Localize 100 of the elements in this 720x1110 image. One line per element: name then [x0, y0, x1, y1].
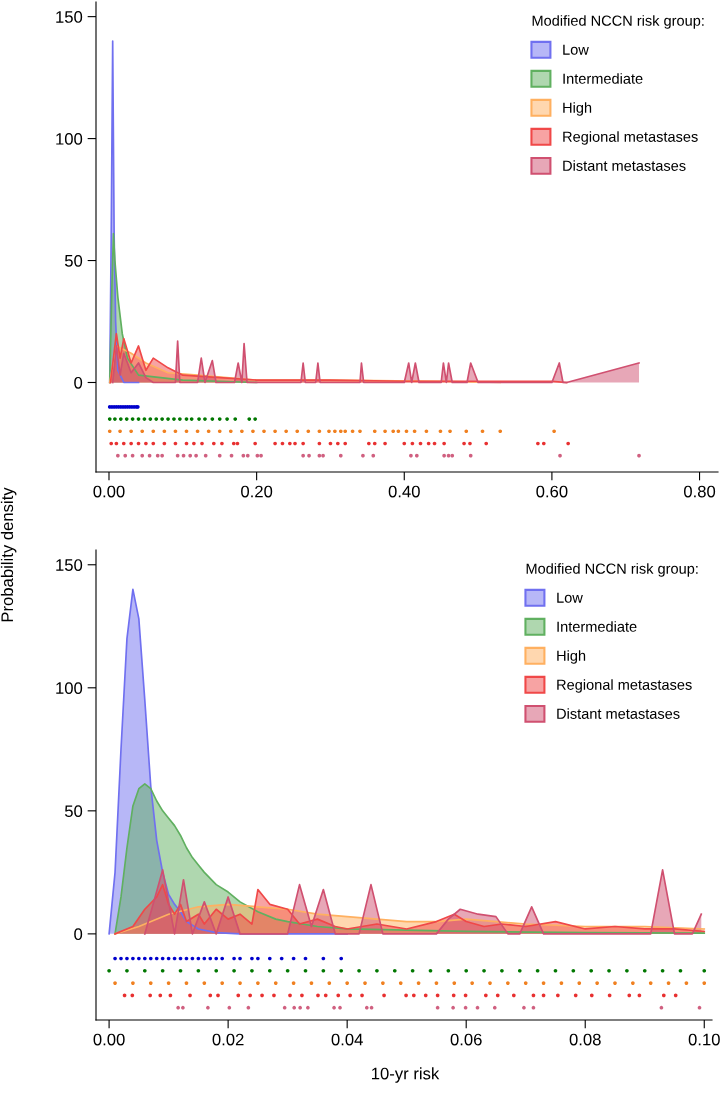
point — [196, 968, 201, 973]
point — [118, 417, 123, 421]
legend-label: Distant metastases — [563, 160, 686, 171]
point — [113, 417, 117, 421]
point — [323, 993, 328, 998]
point — [140, 429, 145, 434]
point — [462, 441, 466, 446]
point — [451, 993, 456, 998]
point — [247, 417, 252, 421]
point — [160, 417, 164, 421]
point — [383, 441, 387, 446]
point — [500, 968, 504, 973]
point — [284, 429, 288, 434]
legend-label: High — [557, 650, 586, 664]
point — [559, 981, 564, 985]
point — [130, 993, 135, 998]
point — [307, 453, 311, 458]
point — [411, 993, 416, 998]
point — [232, 956, 236, 961]
point — [129, 429, 133, 434]
point — [434, 981, 439, 985]
point — [398, 981, 403, 985]
point — [375, 968, 379, 973]
point — [298, 1005, 302, 1010]
point — [392, 968, 397, 973]
x-tick-label: 0.00 — [93, 1033, 125, 1046]
point — [131, 956, 135, 961]
point — [335, 441, 340, 446]
point — [684, 981, 689, 985]
point — [253, 441, 257, 446]
point — [189, 417, 194, 421]
point — [206, 429, 211, 434]
point — [482, 968, 486, 973]
point — [188, 453, 193, 458]
point — [303, 968, 308, 973]
point — [339, 968, 344, 973]
point — [137, 956, 141, 961]
point — [256, 981, 260, 985]
point — [556, 993, 560, 998]
point — [154, 417, 159, 421]
point — [144, 441, 148, 446]
x-tick-label: 0.06 — [450, 1033, 482, 1046]
point — [666, 981, 671, 985]
point — [336, 993, 341, 998]
point — [364, 1005, 369, 1010]
point — [332, 1005, 336, 1010]
point — [484, 441, 489, 446]
point — [382, 993, 386, 998]
y-tick-label: 50 — [64, 254, 83, 267]
point — [558, 453, 562, 458]
point — [125, 956, 129, 961]
point — [273, 441, 277, 446]
point — [288, 441, 292, 446]
point — [288, 993, 292, 998]
point — [372, 429, 377, 434]
point — [589, 993, 594, 998]
point — [659, 1005, 664, 1010]
point — [211, 441, 216, 446]
point — [113, 956, 117, 961]
point — [240, 429, 244, 434]
y-tick-label: 50 — [64, 805, 83, 818]
point — [363, 981, 367, 985]
point — [464, 968, 469, 973]
point — [522, 1005, 526, 1010]
point — [154, 956, 159, 961]
point — [259, 453, 263, 458]
point — [217, 453, 222, 458]
point — [321, 453, 325, 458]
point — [260, 993, 264, 998]
point — [248, 993, 252, 998]
point — [136, 417, 141, 421]
point — [238, 981, 242, 985]
point — [523, 981, 528, 985]
point — [228, 429, 233, 434]
point — [172, 417, 176, 421]
point — [309, 981, 314, 985]
point — [571, 968, 576, 973]
point — [317, 429, 322, 434]
y-tick-label: 0 — [74, 376, 83, 389]
point — [292, 1005, 297, 1010]
point — [589, 968, 594, 973]
point — [435, 1005, 440, 1010]
point — [697, 1005, 702, 1010]
point — [637, 453, 641, 458]
point — [321, 968, 326, 973]
point — [327, 981, 332, 985]
point — [391, 429, 396, 434]
point — [300, 993, 304, 998]
point — [119, 956, 123, 961]
point — [484, 993, 488, 998]
point — [541, 441, 546, 446]
point — [267, 956, 272, 961]
point — [272, 993, 276, 998]
x-tick-label: 0.00 — [93, 485, 125, 498]
point — [339, 956, 344, 961]
point — [372, 441, 377, 446]
point — [216, 993, 220, 998]
point — [142, 956, 147, 961]
point — [607, 968, 611, 973]
point — [208, 956, 213, 961]
